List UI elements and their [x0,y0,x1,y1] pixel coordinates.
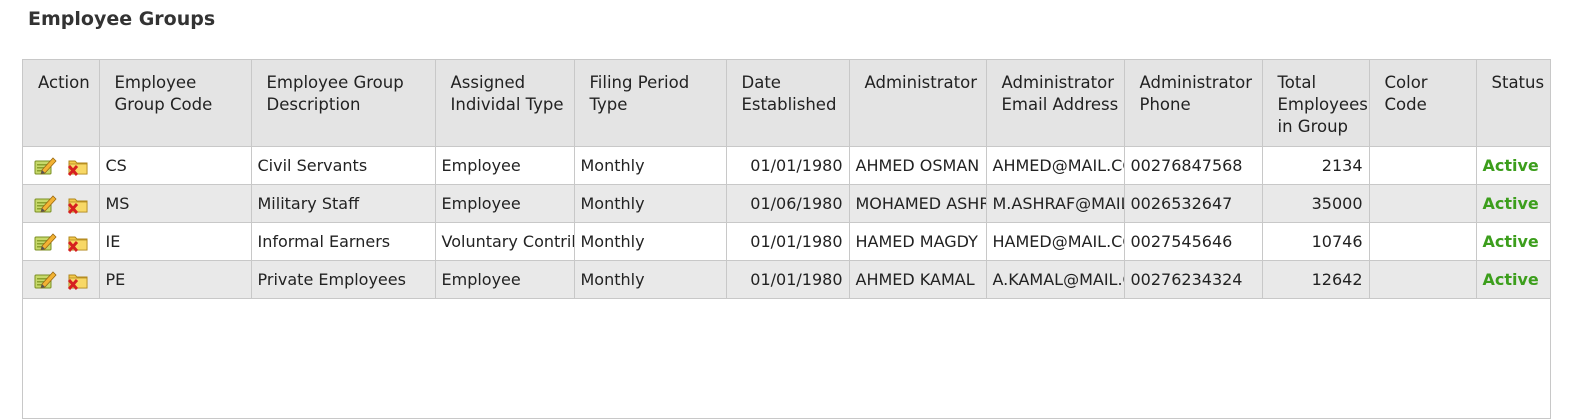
status-cell: Active [1476,146,1550,185]
delete-folder-icon[interactable] [66,155,90,177]
employee-groups-table: Action Employee Group Code Employee Grou… [23,60,1550,299]
col-header-group-code[interactable]: Employee Group Code [99,60,252,147]
col-header-admin-phone[interactable]: Administrator Phone [1124,60,1263,147]
action-cell [23,146,100,185]
col-header-color-code[interactable]: Color Code [1369,60,1477,147]
group-code-cell: IE [99,222,252,261]
delete-folder-icon[interactable] [66,193,90,215]
date-established-cell: 01/06/1980 [726,184,850,223]
individual-type-cell: Employee [435,184,575,223]
status-cell: Active [1476,222,1550,261]
col-header-administrator[interactable]: Administrator [849,60,987,147]
admin-email-cell: M.ASHRAF@MAIL. [986,184,1125,223]
col-header-date-established[interactable]: Date Established [726,60,850,147]
col-header-total-employees[interactable]: Total Employees in Group [1262,60,1370,147]
col-header-individual-type[interactable]: Assigned Individal Type [435,60,575,147]
administrator-cell: HAMED MAGDY [849,222,987,261]
administrator-cell: AHMED OSMAN [849,146,987,185]
col-header-group-description[interactable]: Employee Group Description [251,60,436,147]
col-header-action: Action [23,60,100,147]
group-description-cell: Private Employees [251,260,436,299]
delete-folder-icon[interactable] [66,231,90,253]
date-established-cell: 01/01/1980 [726,222,850,261]
edit-pencil-icon[interactable] [33,231,57,253]
col-header-filing-period[interactable]: Filing Period Type [574,60,727,147]
admin-email-cell: A.KAMAL@MAIL.C [986,260,1125,299]
administrator-cell: MOHAMED ASHRA [849,184,987,223]
color-code-cell [1369,146,1477,185]
action-cell [23,184,100,223]
filing-period-cell: Monthly [574,222,727,261]
col-header-admin-email[interactable]: Administrator Email Address [986,60,1125,147]
delete-folder-icon[interactable] [66,269,90,291]
total-employees-cell: 35000 [1262,184,1370,223]
filing-period-cell: Monthly [574,184,727,223]
group-code-cell: MS [99,184,252,223]
filing-period-cell: Monthly [574,146,727,185]
color-code-cell [1369,260,1477,299]
admin-phone-cell: 00276847568 [1124,146,1263,185]
col-header-status[interactable]: Status [1476,60,1550,147]
admin-email-cell: HAMED@MAIL.CO [986,222,1125,261]
admin-phone-cell: 0026532647 [1124,184,1263,223]
group-description-cell: Military Staff [251,184,436,223]
group-description-cell: Informal Earners [251,222,436,261]
group-code-cell: CS [99,146,252,185]
group-code-cell: PE [99,260,252,299]
edit-pencil-icon[interactable] [33,155,57,177]
admin-email-cell: AHMED@MAIL.CO [986,146,1125,185]
table-header-row: Action Employee Group Code Employee Grou… [23,60,1550,147]
individual-type-cell: Voluntary Contribu [435,222,575,261]
employee-groups-grid: Action Employee Group Code Employee Grou… [22,59,1551,419]
table-row: PE Private Employees Employee Monthly 01… [23,260,1550,299]
table-row: CS Civil Servants Employee Monthly 01/01… [23,146,1550,185]
status-cell: Active [1476,184,1550,223]
action-cell [23,260,100,299]
group-description-cell: Civil Servants [251,146,436,185]
administrator-cell: AHMED KAMAL [849,260,987,299]
page-title: Employee Groups [28,8,216,30]
individual-type-cell: Employee [435,260,575,299]
total-employees-cell: 12642 [1262,260,1370,299]
date-established-cell: 01/01/1980 [726,260,850,299]
total-employees-cell: 2134 [1262,146,1370,185]
color-code-cell [1369,184,1477,223]
table-row: IE Informal Earners Voluntary Contribu M… [23,222,1550,261]
action-cell [23,222,100,261]
admin-phone-cell: 0027545646 [1124,222,1263,261]
table-row: MS Military Staff Employee Monthly 01/06… [23,184,1550,223]
total-employees-cell: 10746 [1262,222,1370,261]
edit-pencil-icon[interactable] [33,193,57,215]
filing-period-cell: Monthly [574,260,727,299]
admin-phone-cell: 00276234324 [1124,260,1263,299]
individual-type-cell: Employee [435,146,575,185]
status-cell: Active [1476,260,1550,299]
date-established-cell: 01/01/1980 [726,146,850,185]
edit-pencil-icon[interactable] [33,269,57,291]
color-code-cell [1369,222,1477,261]
